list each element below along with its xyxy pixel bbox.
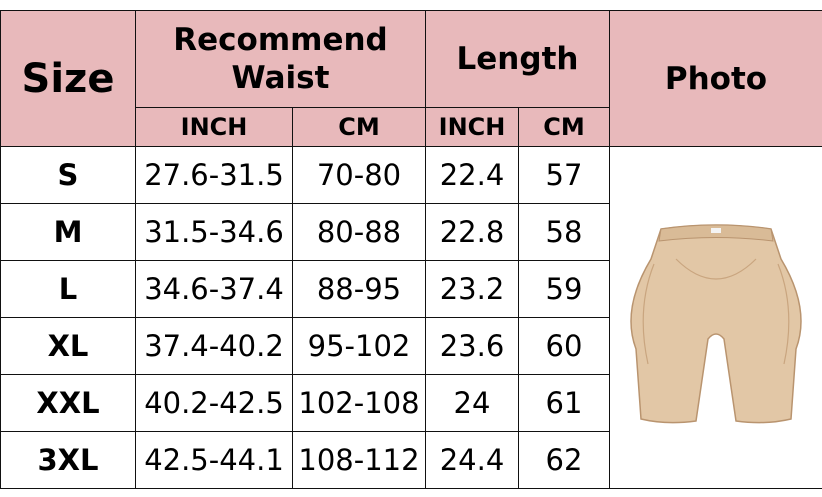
- cell-waist-cm: 102-108: [292, 374, 426, 432]
- cell-size: XL: [0, 317, 136, 375]
- header-size: Size: [0, 10, 136, 147]
- cell-length-inch: 23.6: [425, 317, 519, 375]
- cell-length-inch: 22.4: [425, 146, 519, 204]
- header-waist-cm: CM: [292, 107, 426, 147]
- cell-length-inch: 22.8: [425, 203, 519, 261]
- table-row: L 34.6-37.4 88-95 23.2 59: [0, 260, 822, 318]
- cell-length-cm: 58: [518, 203, 610, 261]
- cell-size: S: [0, 146, 136, 204]
- table-row: XXL 40.2-42.5 102-108 24 61: [0, 374, 822, 432]
- cell-size: 3XL: [0, 431, 136, 489]
- cell-size: L: [0, 260, 136, 318]
- cell-waist-cm: 95-102: [292, 317, 426, 375]
- header-length-inch: INCH: [425, 107, 519, 147]
- cell-waist-cm: 108-112: [292, 431, 426, 489]
- padded-shorts-image: [630, 224, 802, 424]
- cell-size: XXL: [0, 374, 136, 432]
- cell-length-cm: 57: [518, 146, 610, 204]
- header-length-cm: CM: [518, 107, 610, 147]
- photo-cell: [609, 146, 822, 489]
- cell-waist-inch: 40.2-42.5: [135, 374, 293, 432]
- cell-length-cm: 60: [518, 317, 610, 375]
- header-length: Length: [425, 10, 610, 108]
- cell-waist-inch: 27.6-31.5: [135, 146, 293, 204]
- table-row: 3XL 42.5-44.1 108-112 24.4 62: [0, 431, 822, 489]
- cell-waist-cm: 88-95: [292, 260, 426, 318]
- cell-length-cm: 62: [518, 431, 610, 489]
- size-chart-table: Size Recommend Waist Length Photo INCH C…: [0, 10, 822, 489]
- cell-waist-inch: 31.5-34.6: [135, 203, 293, 261]
- cell-length-inch: 24.4: [425, 431, 519, 489]
- cell-length-cm: 59: [518, 260, 610, 318]
- cell-size: M: [0, 203, 136, 261]
- table-row: S 27.6-31.5 70-80 22.4 57: [0, 146, 822, 489]
- header-waist-inch: INCH: [135, 107, 293, 147]
- cell-length-inch: 23.2: [425, 260, 519, 318]
- cell-waist-inch: 37.4-40.2: [135, 317, 293, 375]
- header-waist: Recommend Waist: [135, 10, 426, 108]
- cell-waist-cm: 70-80: [292, 146, 426, 204]
- cell-waist-inch: 34.6-37.4: [135, 260, 293, 318]
- cell-length-inch: 24: [425, 374, 519, 432]
- cell-waist-cm: 80-88: [292, 203, 426, 261]
- cell-waist-inch: 42.5-44.1: [135, 431, 293, 489]
- cell-length-cm: 61: [518, 374, 610, 432]
- header-photo: Photo: [609, 10, 822, 147]
